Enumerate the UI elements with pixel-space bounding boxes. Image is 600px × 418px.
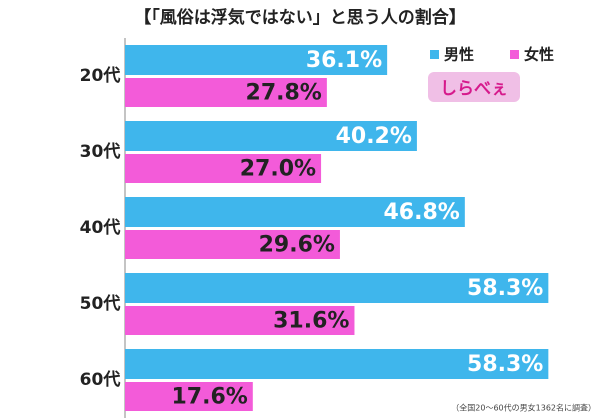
y-tick-label: 40代 xyxy=(80,217,121,238)
value-label: 36.1% xyxy=(306,48,382,73)
legend-label: 女性 xyxy=(524,46,554,64)
value-label: 46.8% xyxy=(384,200,460,225)
bar xyxy=(125,349,549,379)
bar xyxy=(125,306,355,335)
value-label: 29.6% xyxy=(259,233,335,258)
value-label: 27.0% xyxy=(240,157,316,182)
legend-swatch xyxy=(510,50,519,59)
bar xyxy=(125,121,417,151)
value-label: 40.2% xyxy=(336,124,412,149)
value-label: 58.3% xyxy=(467,352,543,377)
legend xyxy=(420,40,592,70)
value-label: 17.6% xyxy=(171,385,247,410)
bar xyxy=(125,382,253,411)
value-label: 27.8% xyxy=(246,81,322,106)
value-label: 58.3% xyxy=(467,276,543,301)
bar xyxy=(125,230,340,259)
legend-swatch xyxy=(430,50,439,59)
chart-title: 【「風俗は浮気ではない」と思う人の割合】 xyxy=(134,7,466,28)
note: （全国20～60代の男女1362名に調査） xyxy=(451,403,596,413)
value-label: 31.6% xyxy=(273,309,349,334)
y-tick-label: 30代 xyxy=(80,141,121,162)
logo: しらべぇ xyxy=(440,79,508,99)
bar xyxy=(125,45,388,75)
y-tick-label: 60代 xyxy=(80,369,121,390)
y-tick-label: 20代 xyxy=(80,65,121,86)
bar xyxy=(125,197,465,227)
logo-box xyxy=(428,72,520,102)
legend-label: 男性 xyxy=(444,46,474,64)
bar xyxy=(125,273,549,303)
bar xyxy=(125,78,327,107)
y-tick-label: 50代 xyxy=(80,293,121,314)
bar xyxy=(125,154,322,183)
